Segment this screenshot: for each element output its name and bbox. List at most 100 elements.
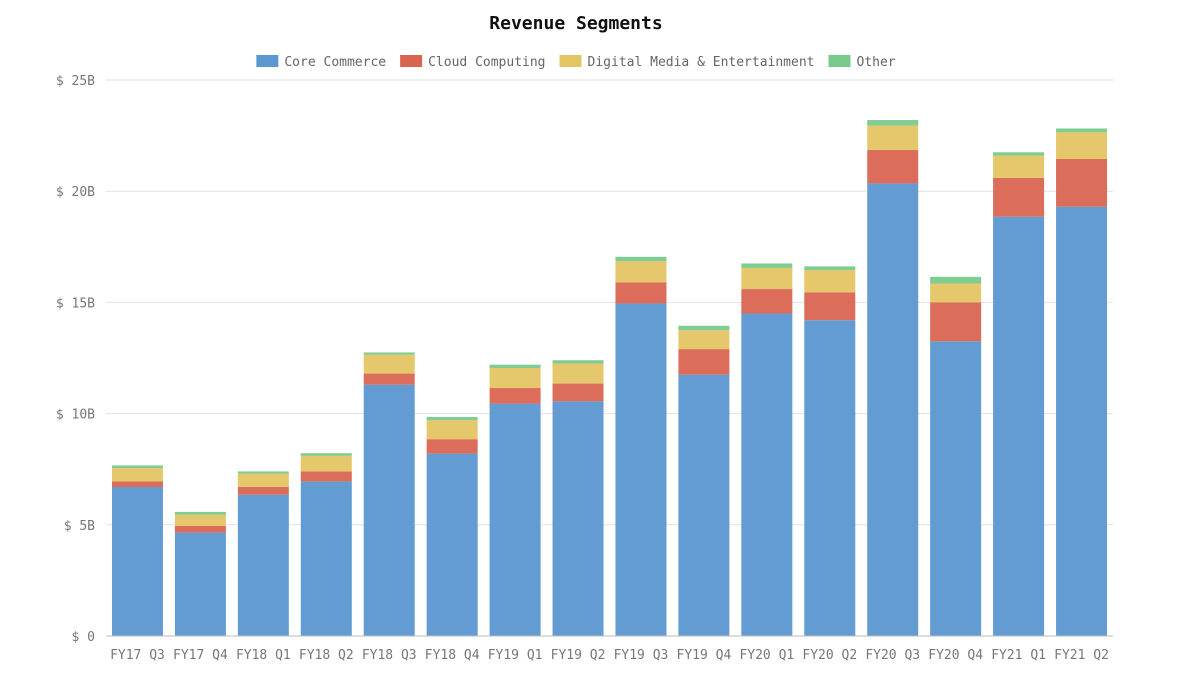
bar-cloud-computing [237,486,289,495]
bar-stack [426,416,478,636]
legend-swatch [559,55,582,67]
x-tick-label: FY20 Q1 [739,648,794,663]
bar-core-commerce [741,313,793,636]
bar-digital-media-entertainment [426,420,478,440]
bar-digital-media-entertainment [237,473,289,487]
bar-core-commerce [111,486,163,636]
bar-stack [174,511,226,636]
bar-cloud-computing [426,439,478,454]
bar-core-commerce [867,183,919,636]
bar-core-commerce [804,320,856,636]
bar-stack [930,276,982,636]
x-tick-label: FY18 Q1 [236,648,291,663]
y-axis: $ 0 $ 5B $ 10B $ 15B $ 20B $ 25B [56,74,95,645]
x-tick-label: FY21 Q2 [1054,648,1109,663]
legend-item[interactable]: Core Commerce [256,55,386,70]
bar-digital-media-entertainment [174,514,226,526]
bar-digital-media-entertainment [993,155,1045,178]
bar-cloud-computing [174,525,226,533]
bar-other [741,263,793,268]
bar-digital-media-entertainment [552,363,604,384]
bar-stack [363,352,415,636]
bar-digital-media-entertainment [678,330,730,350]
bar-digital-media-entertainment [930,283,982,303]
bar-cloud-computing [111,481,163,487]
bar-stack [111,465,163,636]
bar-cloud-computing [741,289,793,314]
bar-stack [1056,128,1108,636]
x-tick-label: FY17 Q4 [173,648,228,663]
legend-label: Other [857,55,896,70]
bar-core-commerce [363,384,415,636]
bar-digital-media-entertainment [489,368,541,389]
bar-stack [615,256,667,636]
bar-digital-media-entertainment [300,455,352,472]
bar-cloud-computing [300,471,352,482]
bar-digital-media-entertainment [741,267,793,290]
x-tick-label: FY18 Q2 [299,648,354,663]
bar-other [804,266,856,271]
bar-digital-media-entertainment [1056,132,1108,159]
bar-cloud-computing [678,349,730,375]
y-tick-label: $ 15B [56,296,95,311]
bar-stack [237,471,289,636]
bar-stack [993,152,1045,636]
bar-other [930,276,982,284]
bar-other [678,325,730,331]
bar-digital-media-entertainment [111,468,163,482]
y-tick-label: $ 10B [56,408,95,423]
bar-other [174,511,226,515]
bar-digital-media-entertainment [867,125,919,151]
bar-stack [867,120,919,636]
bar-core-commerce [993,216,1045,636]
bar-digital-media-entertainment [363,354,415,374]
x-tick-label: FY21 Q1 [991,648,1046,663]
legend-swatch [400,55,423,67]
bar-stack [300,453,352,636]
y-tick-label: $ 0 [72,630,95,645]
x-tick-label: FY20 Q4 [928,648,983,663]
bar-other [111,465,163,469]
y-tick-label: $ 20B [56,185,95,200]
bar-cloud-computing [804,292,856,321]
bar-cloud-computing [993,177,1045,217]
bar-core-commerce [678,374,730,636]
bar-other [867,120,919,126]
x-tick-label: FY19 Q2 [551,648,606,663]
bar-core-commerce [1056,206,1108,636]
bar-cloud-computing [363,373,415,385]
legend-label: Core Commerce [284,55,386,70]
x-tick-label: FY19 Q1 [488,648,543,663]
bar-digital-media-entertainment [615,261,667,283]
bar-core-commerce [930,341,982,636]
bar-other [426,416,478,421]
bar-cloud-computing [867,150,919,184]
x-tick-label: FY19 Q3 [614,648,669,663]
bar-other [300,453,352,456]
x-tick-label: FY17 Q3 [110,648,165,663]
bar-core-commerce [237,494,289,636]
legend-label: Digital Media & Entertainment [588,55,815,70]
x-tick-label: FY18 Q3 [362,648,417,663]
bar-core-commerce [174,532,226,636]
bar-core-commerce [552,401,604,636]
x-axis: FY17 Q3 FY17 Q4 FY18 Q1 FY18 Q2 FY18 Q3 FY18 … [106,635,1113,663]
bar-stack [741,263,793,636]
bar-core-commerce [615,303,667,636]
bar-other [1056,128,1108,133]
bar-cloud-computing [930,302,982,342]
legend-item[interactable]: Digital Media & Entertainment [559,55,815,70]
bar-cloud-computing [489,388,541,404]
bar-cloud-computing [615,282,667,304]
x-tick-label: FY20 Q3 [865,648,920,663]
bar-stack [678,325,730,636]
legend-item[interactable]: Other [828,55,896,70]
bar-other [552,360,604,364]
legend-item[interactable]: Cloud Computing [400,55,546,70]
bar-core-commerce [426,453,478,636]
bar-other [615,256,667,262]
y-tick-label: $ 5B [64,519,95,534]
legend-swatch [256,55,279,67]
bar-other [363,352,415,355]
